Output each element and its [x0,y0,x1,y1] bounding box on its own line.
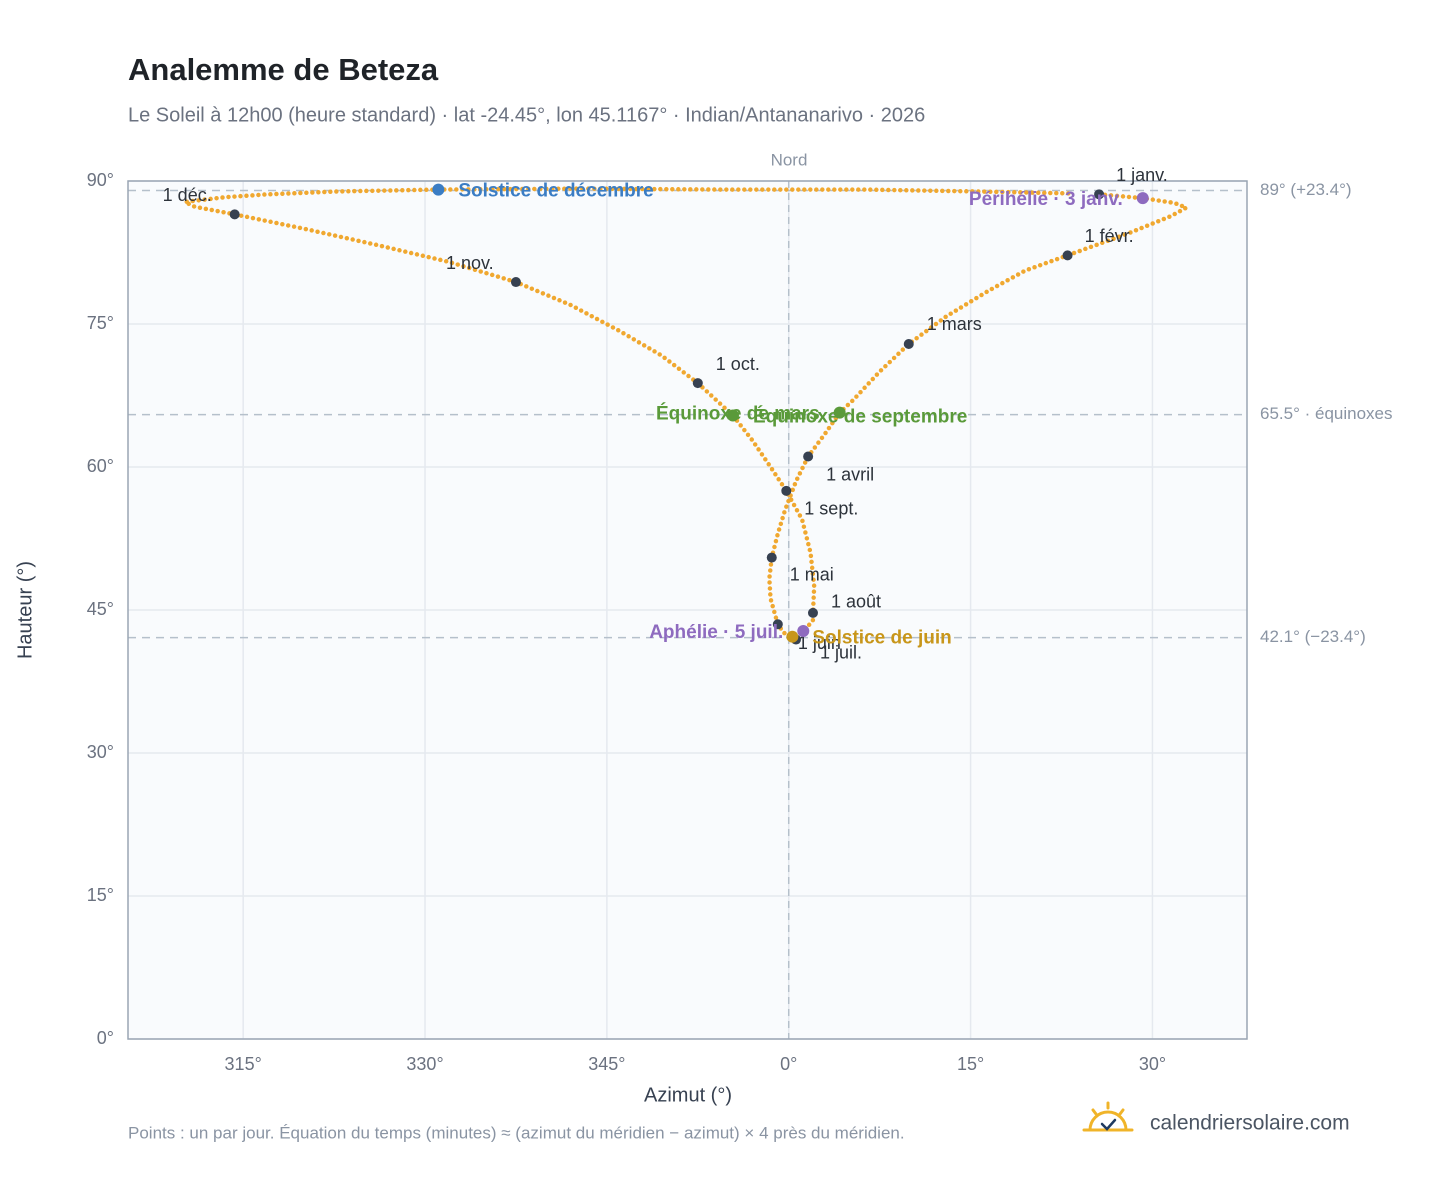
month-label: 1 oct. [716,354,760,374]
month-marker [803,451,814,462]
footnote: Points : un par jour. Équation du temps … [128,1123,905,1142]
month-label: 1 déc. [163,185,212,205]
month-label: 1 nov. [446,253,494,273]
event-label: Équinoxe de septembre [753,406,967,428]
month-marker [510,277,521,288]
x-tick-label: 0° [780,1054,797,1074]
month-label: 1 avril [826,464,874,484]
y-axis-label: Hauteur (°) [14,561,36,659]
month-marker [903,339,914,350]
month-marker [772,619,783,630]
event-marker [432,183,445,196]
brand-logo [1082,1101,1134,1132]
x-tick-label: 345° [588,1054,625,1074]
month-label: 1 mai [790,564,834,584]
x-axis-label: Azimut (°) [644,1084,732,1106]
plot-border [127,180,1248,1040]
event-label: Aphélie · 5 juil. [649,622,783,643]
brand: calendriersolaire.com [1150,1112,1350,1135]
y-tick-label: 90° [87,170,114,190]
chart-subtitle: Le Soleil à 12h00 (heure standard) · lat… [128,104,925,126]
event-marker [726,409,739,422]
month-label: 1 sept. [804,499,858,519]
y-tick-label: 75° [87,313,114,333]
month-marker [1094,189,1105,200]
event-marker [797,624,810,637]
y-tick-label: 60° [87,456,114,476]
y-tick-label: 30° [87,742,114,762]
event-marker [786,630,799,643]
x-tick-label: 330° [406,1054,443,1074]
north-label: Nord [771,150,808,169]
month-marker [766,552,777,563]
x-tick-label: 315° [225,1054,262,1074]
reference-label: 42.1° (−23.4°) [1260,627,1366,646]
month-marker [692,378,703,389]
event-marker [1136,192,1149,205]
month-marker [1062,250,1073,261]
reference-label: 89° (+23.4°) [1260,180,1352,199]
event-label: Périhélie · 3 janv. [969,189,1123,210]
reference-label: 65.5° · équinoxes [1260,404,1393,423]
x-tick-label: 30° [1139,1054,1166,1074]
month-label: 1 août [831,592,881,612]
y-tick-label: 15° [87,885,114,905]
month-label: 1 mars [927,314,982,334]
month-label: 1 juil. [820,642,862,662]
y-tick-label: 0° [97,1028,114,1048]
event-label: Solstice de juin [812,628,951,649]
event-marker [833,406,846,419]
month-label: 1 janv. [1116,165,1168,185]
month-marker [781,485,792,496]
chart-title: Analemme de Beteza [128,52,439,87]
month-label: 1 févr. [1085,226,1134,246]
y-tick-label: 45° [87,599,114,619]
month-label: 1 juin [798,633,841,653]
month-marker [807,607,818,618]
x-tick-label: 15° [957,1054,984,1074]
event-label: Solstice de décembre [458,181,653,202]
month-marker [229,209,240,220]
